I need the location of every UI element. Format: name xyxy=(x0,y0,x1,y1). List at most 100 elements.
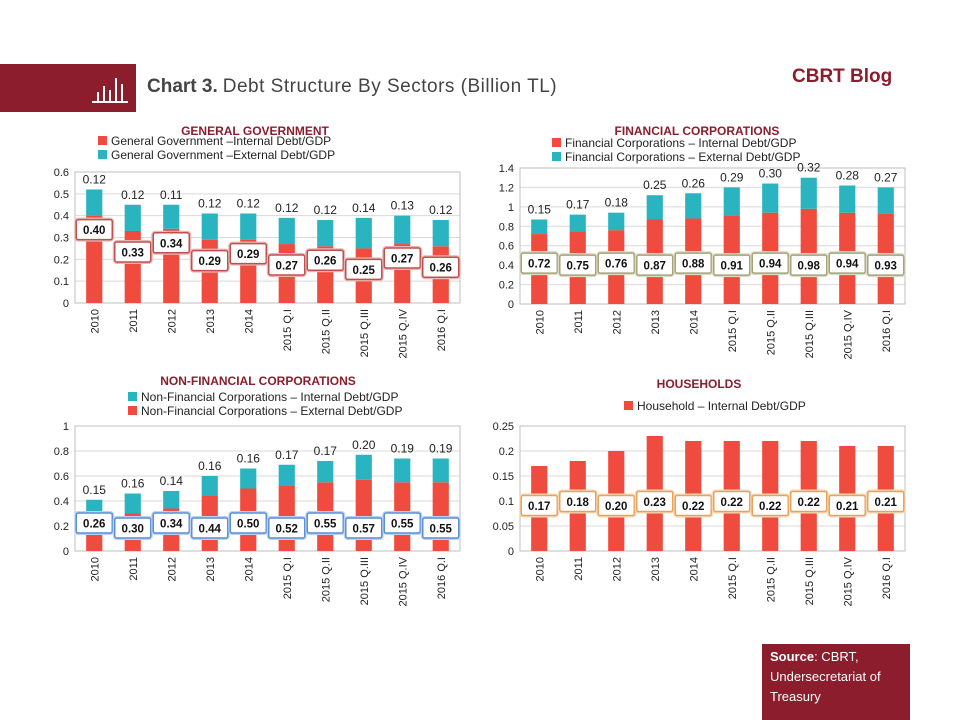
title-text: Debt Structure By Sectors (Billion TL) xyxy=(222,76,558,97)
x-tick-label: 2010 xyxy=(89,309,101,333)
data-label: 0.94 xyxy=(836,259,859,271)
x-tick-label: 2014 xyxy=(243,309,255,333)
x-tick-label: 2015 Q.IV xyxy=(842,309,854,359)
bar-segment xyxy=(432,458,449,483)
data-label: 0.17 xyxy=(314,444,338,458)
data-label: 0.29 xyxy=(237,249,259,261)
data-label: 0.26 xyxy=(430,263,452,275)
x-tick-label: 2015 Q.II xyxy=(765,310,777,355)
bar-segment xyxy=(163,204,180,229)
data-label: 0.12 xyxy=(314,203,338,217)
data-label: 0.30 xyxy=(122,524,144,536)
y-tick-label: 1.2 xyxy=(499,182,514,194)
data-label: 0.22 xyxy=(798,497,820,509)
data-label-box xyxy=(306,249,344,271)
bar-segment xyxy=(685,193,702,219)
bar-segment xyxy=(355,454,372,480)
data-label-box xyxy=(559,490,597,513)
y-tick-label: 0.05 xyxy=(493,521,514,533)
x-tick-label: 2015 Q.I xyxy=(727,557,739,599)
bar-segment xyxy=(240,213,257,240)
source-label: Source xyxy=(770,649,815,664)
y-tick-label: 0.4 xyxy=(499,260,514,272)
data-label: 0.17 xyxy=(275,448,299,462)
data-label: 0.25 xyxy=(353,265,376,277)
data-label-box xyxy=(345,517,383,539)
blog-label: CBRT Blog xyxy=(792,66,893,87)
bar-segment xyxy=(646,195,663,220)
x-tick-label: 2015 Q.III xyxy=(359,557,371,605)
data-label-box xyxy=(152,512,190,534)
bar-segment xyxy=(278,464,295,486)
chart-title: HOUSEHOLDS xyxy=(657,377,742,391)
data-label-box xyxy=(790,490,828,513)
x-tick-label: 2016 Q.I xyxy=(881,557,893,599)
data-label-box xyxy=(383,247,421,269)
data-label: 0.12 xyxy=(429,203,453,217)
x-tick-label: 2015 Q.IV xyxy=(397,308,409,358)
data-label: 0.12 xyxy=(237,196,261,210)
data-label-box xyxy=(597,494,635,517)
y-tick-label: 0.15 xyxy=(493,471,514,483)
y-tick-label: 0.8 xyxy=(499,221,514,233)
data-label: 0.14 xyxy=(160,474,184,488)
x-tick-label: 2013 xyxy=(650,557,662,581)
x-tick-label: 2016 Q.I xyxy=(436,309,448,351)
x-tick-label: 2013 xyxy=(205,309,217,333)
y-tick-label: 1 xyxy=(63,421,69,433)
x-tick-label: 2014 xyxy=(243,557,255,581)
bar-segment xyxy=(86,189,103,216)
data-label: 0.33 xyxy=(122,247,144,259)
x-tick-label: 2015 Q.IV xyxy=(842,556,854,606)
data-label: 0.15 xyxy=(528,202,552,216)
data-label: 0.18 xyxy=(605,196,629,210)
x-tick-label: 2012 xyxy=(611,310,623,334)
data-label: 0.52 xyxy=(276,524,298,536)
data-label: 0.27 xyxy=(391,254,413,266)
data-label-box xyxy=(114,241,152,263)
data-label: 0.20 xyxy=(352,438,376,452)
source-text: : CBRT, Undersecretariat of Treasury xyxy=(770,649,881,704)
bar-segment xyxy=(240,468,257,489)
y-tick-label: 0 xyxy=(63,546,69,558)
data-label-box xyxy=(75,218,113,241)
data-label: 0.22 xyxy=(682,501,704,513)
legend-swatch xyxy=(552,152,561,161)
data-label-box xyxy=(713,490,751,513)
data-label: 0.98 xyxy=(798,261,821,273)
x-tick-label: 2010 xyxy=(89,557,101,581)
x-tick-label: 2015 Q.III xyxy=(804,557,816,605)
x-tick-label: 2015 Q.IV xyxy=(397,556,409,606)
data-label-box xyxy=(114,517,152,539)
data-label: 0.94 xyxy=(759,259,782,271)
data-label: 0.12 xyxy=(198,196,222,210)
bar-segment xyxy=(124,204,141,231)
y-tick-label: 1 xyxy=(508,202,514,214)
bar-segment xyxy=(317,461,334,483)
data-label-box xyxy=(520,494,558,517)
data-label: 0.91 xyxy=(721,261,744,273)
data-label: 0.25 xyxy=(643,178,667,192)
data-label-box xyxy=(422,256,460,278)
data-label: 0.57 xyxy=(353,524,375,536)
data-label-box xyxy=(229,512,267,534)
x-tick-label: 2012 xyxy=(611,557,623,581)
bar-segment xyxy=(394,458,411,483)
data-label-box xyxy=(636,254,674,276)
x-tick-label: 2014 xyxy=(688,310,700,334)
data-label-box xyxy=(520,252,558,274)
x-tick-label: 2011 xyxy=(573,310,585,334)
data-label: 0.19 xyxy=(429,442,453,456)
data-label: 0.28 xyxy=(836,168,860,182)
bar-segment xyxy=(839,185,856,213)
data-label: 0.23 xyxy=(644,497,666,509)
data-label: 0.13 xyxy=(391,199,415,213)
bar-segment xyxy=(608,212,625,231)
data-label: 0.26 xyxy=(682,176,706,190)
data-label-box xyxy=(790,254,828,276)
legend-label: General Government –External Debt/GDP xyxy=(111,148,335,162)
data-label: 0.21 xyxy=(836,501,859,513)
bar-segment xyxy=(569,214,586,232)
y-tick-label: 0 xyxy=(63,298,69,310)
data-label: 0.20 xyxy=(605,501,627,513)
